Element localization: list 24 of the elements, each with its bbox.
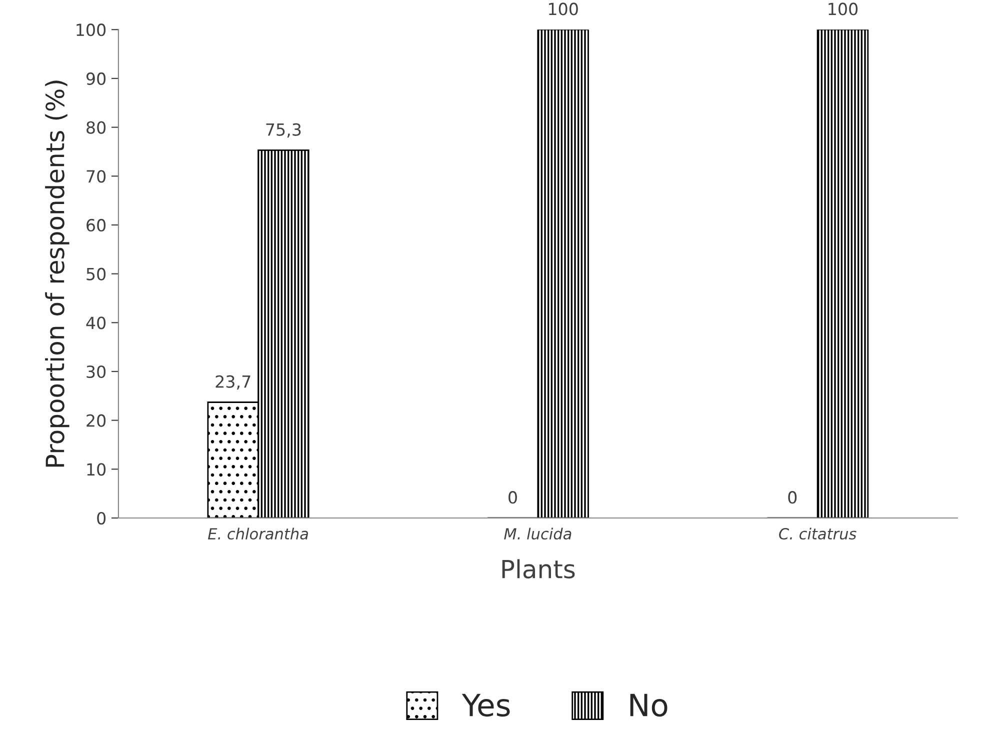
x-tick-label: M. lucida: [504, 528, 572, 540]
x-tick-label: C. citatrus: [779, 528, 856, 540]
x-axis-title: Plants: [502, 559, 575, 579]
y-tick-label: 70: [86, 170, 106, 183]
y-tick-label: 60: [86, 218, 106, 232]
y-axis-title: Propoortion of respondents (%): [45, 80, 70, 467]
y-tick-label: 50: [86, 268, 106, 280]
data-label: 0: [508, 491, 517, 504]
legend-label: No: [630, 694, 668, 717]
y-tick-label: 40: [86, 316, 106, 330]
data-label: 0: [788, 491, 797, 504]
y-tick-label: 20: [86, 414, 106, 427]
data-label: 75,3: [266, 123, 301, 138]
data-label: 23,7: [216, 375, 250, 390]
y-tick-label: 90: [86, 72, 106, 86]
y-tick-label: 80: [86, 121, 106, 134]
data-label: 100: [828, 2, 858, 16]
legend-label: Yes: [462, 694, 510, 717]
y-tick-label: 30: [86, 365, 106, 378]
x-tick-label: E. chlorantha: [208, 528, 308, 540]
y-tick-label: 0: [97, 512, 106, 525]
y-tick-label: 10: [87, 463, 106, 476]
data-label: 100: [549, 2, 578, 16]
y-tick-label: 100: [76, 24, 106, 36]
